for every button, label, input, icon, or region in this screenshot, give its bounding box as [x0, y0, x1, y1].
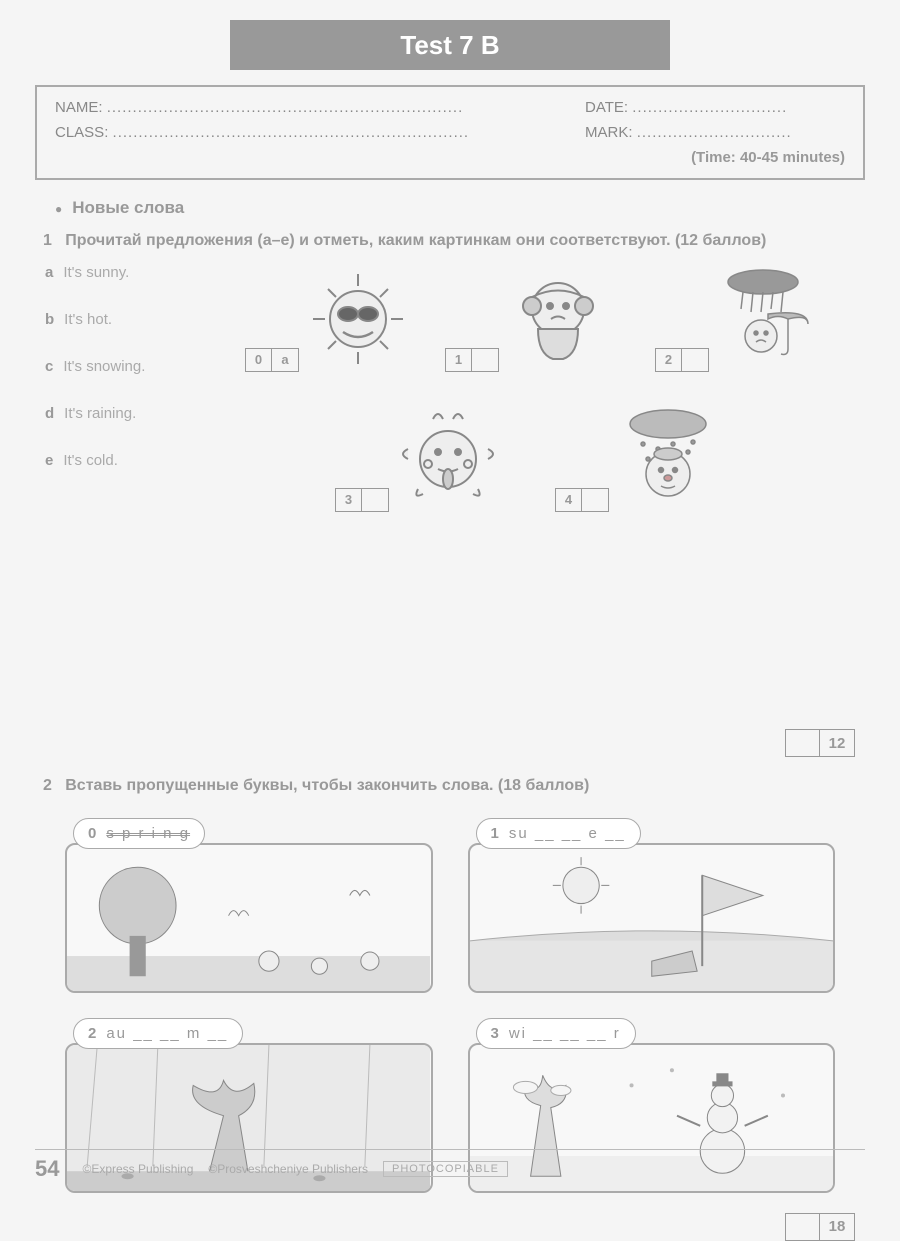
weather-pic-3-hot: 3 — [335, 404, 503, 512]
ex1-item-e: eIt's cold. — [45, 452, 215, 469]
info-row-1: NAME: ..................................… — [55, 99, 845, 116]
word-pill-0[interactable]: 0 s p r i n g — [73, 818, 205, 849]
task2-score: 18 — [820, 1214, 854, 1240]
class-field[interactable]: CLASS: .................................… — [55, 124, 585, 141]
class-dots: ........................................… — [113, 124, 470, 141]
name-label: NAME: — [55, 99, 103, 116]
summer-picture — [468, 843, 836, 993]
season-spring-cell: 0 s p r i n g — [65, 818, 433, 993]
answer-box-0[interactable]: 0a — [245, 348, 299, 372]
task2-text: Вставь пропущенные буквы, чтобы закончит… — [65, 777, 589, 794]
word-pill-2[interactable]: 2 au __ __ m __ — [73, 1018, 243, 1049]
sun-glasses-icon — [303, 264, 413, 364]
answer-box-3[interactable]: 3 — [335, 488, 389, 512]
task1-text: Прочитай предложения (a–e) и отметь, как… — [65, 232, 766, 249]
rain-umbrella-icon — [713, 264, 823, 364]
task2-num: 2 — [43, 777, 52, 794]
task1-num: 1 — [43, 232, 52, 249]
task2-score-box: 18 — [785, 1213, 855, 1241]
mark-field[interactable]: MARK: .............................. — [585, 124, 845, 141]
task1-heading: 1 Прочитай предложения (a–e) и отметь, к… — [43, 230, 865, 252]
mark-dots: .............................. — [637, 124, 792, 141]
page-footer: 54 ©Express Publishing ©Prosveshcheniye … — [35, 1149, 865, 1182]
photocopiable-badge: PHOTOCOPIABLE — [383, 1161, 508, 1177]
task1-score-row: 12 — [35, 729, 865, 757]
class-label: CLASS: — [55, 124, 108, 141]
word-pill-1[interactable]: 1 su __ __ e __ — [476, 818, 641, 849]
ex1-item-d: dIt's raining. — [45, 405, 215, 422]
ex1-item-a: aIt's sunny. — [45, 264, 215, 281]
publisher-1: ©Express Publishing — [82, 1162, 193, 1176]
answer-box-4[interactable]: 4 — [555, 488, 609, 512]
student-info-box: NAME: ..................................… — [35, 85, 865, 180]
section-new-words: Новые слова — [55, 198, 865, 218]
ex1-pictures: 0a 1 — [235, 264, 865, 499]
weather-pic-1-cold: 1 — [445, 264, 613, 372]
season-summer-cell: 1 su __ __ e __ — [468, 818, 836, 993]
cold-face-icon — [503, 264, 613, 364]
answer-box-1[interactable]: 1 — [445, 348, 499, 372]
name-dots: ........................................… — [107, 99, 464, 116]
name-field[interactable]: NAME: ..................................… — [55, 99, 585, 116]
page-number: 54 — [35, 1156, 59, 1182]
info-row-2: CLASS: .................................… — [55, 124, 845, 141]
date-dots: .............................. — [632, 99, 787, 116]
publisher-2: ©Prosveshcheniye Publishers — [208, 1162, 368, 1176]
answer-box-2[interactable]: 2 — [655, 348, 709, 372]
weather-pic-0-sunny: 0a — [245, 264, 413, 372]
task1-score-box: 12 — [785, 729, 855, 757]
weather-pic-2-rain: 2 — [655, 264, 823, 372]
summer-scene-icon — [470, 845, 833, 993]
exercise-2-grid: 0 s p r i n g 1 su __ __ e __ — [35, 818, 865, 1193]
test-title: Test 7 B — [400, 30, 499, 61]
word-pill-3[interactable]: 3 wi __ __ __ r — [476, 1018, 636, 1049]
spring-scene-icon — [67, 845, 430, 993]
snow-cloud-icon — [613, 404, 723, 504]
test-title-banner: Test 7 B — [230, 20, 670, 70]
ex1-sentences: aIt's sunny. bIt's hot. cIt's snowing. d… — [35, 264, 215, 499]
task2-heading: 2 Вставь пропущенные буквы, чтобы законч… — [43, 775, 865, 797]
weather-pic-4-snow: 4 — [555, 404, 723, 512]
ex1-item-c: cIt's snowing. — [45, 358, 215, 375]
time-limit: (Time: 40-45 minutes) — [55, 149, 845, 166]
mark-label: MARK: — [585, 124, 633, 141]
task1-score: 12 — [820, 730, 854, 756]
date-field[interactable]: DATE: .............................. — [585, 99, 845, 116]
task2-score-row: 18 — [35, 1213, 865, 1241]
date-label: DATE: — [585, 99, 628, 116]
ex1-item-b: bIt's hot. — [45, 311, 215, 328]
spring-picture — [65, 843, 433, 993]
hot-sun-icon — [393, 404, 503, 504]
exercise-1: aIt's sunny. bIt's hot. cIt's snowing. d… — [35, 264, 865, 499]
